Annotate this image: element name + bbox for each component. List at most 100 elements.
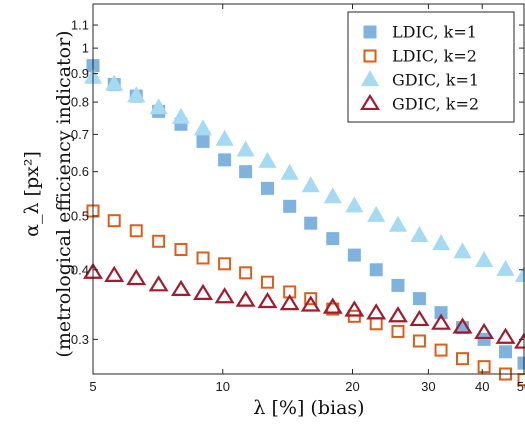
y-tick-label: 0.3 [71, 332, 89, 347]
data-point [391, 324, 405, 338]
data-point [347, 248, 361, 262]
data-point [196, 134, 210, 148]
data-point [239, 266, 253, 280]
data-point [369, 317, 383, 331]
data-point [387, 306, 408, 323]
data-point [148, 275, 169, 292]
data-point [434, 306, 448, 320]
legend-item: GDIC, k=2 [360, 93, 479, 114]
data-point [105, 74, 124, 91]
data-point [126, 268, 147, 286]
y-tick-label: 0.6 [71, 164, 89, 179]
legend-marker [360, 93, 380, 111]
data-point [127, 86, 146, 103]
series-ldic-k-2 [86, 204, 525, 387]
legend: LDIC, k=1 LDIC, k=2 GDIC, k=1 GDIC, k=2 [347, 11, 515, 123]
data-point [456, 352, 470, 366]
legend-item: GDIC, k=1 [361, 70, 479, 90]
y-tick-label: 0.9 [71, 66, 89, 81]
data-point [412, 334, 426, 348]
data-point [517, 356, 525, 370]
data-point [194, 119, 213, 136]
data-point [218, 153, 232, 167]
data-point [260, 275, 274, 289]
x-axis-title: λ [%] (bias) [253, 397, 364, 419]
data-point [499, 345, 513, 359]
data-point [388, 215, 407, 232]
data-point [452, 317, 473, 334]
data-point [345, 196, 364, 213]
data-point [260, 181, 274, 195]
data-point [300, 295, 321, 312]
x-tick-label: 10 [216, 379, 230, 394]
legend-label: GDIC, k=2 [392, 95, 479, 114]
data-point [279, 294, 300, 311]
data-point [412, 292, 426, 306]
data-point [496, 259, 515, 276]
data-point [129, 224, 143, 238]
data-point [410, 226, 429, 243]
series-gdic-k-2 [83, 262, 525, 349]
data-point [104, 265, 125, 282]
data-point [301, 176, 320, 193]
data-point [171, 279, 191, 296]
data-point [152, 234, 166, 248]
series-gdic-k-1 [84, 67, 525, 282]
data-point [495, 327, 516, 344]
data-point [367, 205, 386, 222]
data-point [236, 140, 255, 157]
x-tick-label: 30 [421, 379, 435, 394]
data-point [149, 98, 168, 115]
y-tick-label: 0.5 [71, 208, 89, 223]
data-point [283, 199, 297, 213]
data-point [474, 322, 495, 340]
plot-frame [92, 3, 525, 375]
data-point [431, 313, 452, 330]
data-point [326, 232, 340, 246]
x-tick-label: 40 [475, 379, 489, 394]
data-point [215, 129, 234, 146]
data-point [174, 242, 188, 256]
data-point [434, 343, 448, 357]
data-point [280, 163, 299, 180]
data-point [369, 263, 383, 277]
x-tick-label: 5 [89, 379, 96, 394]
data-point [107, 214, 121, 228]
legend-item: LDIC, k=1 [363, 23, 477, 42]
data-point [344, 300, 365, 317]
data-point [477, 332, 491, 346]
data-point [453, 242, 472, 259]
data-point [322, 297, 343, 314]
data-point [193, 283, 213, 300]
legend-marker [363, 49, 377, 63]
data-point [304, 216, 318, 230]
legend-label: GDIC, k=1 [392, 71, 479, 90]
data-point [214, 287, 235, 304]
data-point [477, 360, 491, 374]
data-point [409, 309, 430, 327]
y-tick-label: 0.8 [71, 95, 89, 110]
legend-label: LDIC, k=2 [392, 47, 477, 66]
data-point [475, 250, 494, 267]
y-tick-label: 1 [82, 41, 89, 56]
legend-marker [361, 70, 379, 87]
data-point [218, 257, 232, 271]
x-tick-label: 20 [345, 379, 359, 394]
y-axis-title-line1: α_λ [px²] [21, 151, 43, 237]
data-point [391, 278, 405, 292]
y-tick-label: 1.1 [71, 18, 89, 33]
y-tick-label: 0.4 [71, 262, 89, 277]
data-point [235, 290, 256, 307]
data-point [432, 234, 451, 251]
legend-label: LDIC, k=1 [392, 23, 477, 42]
y-tick-label: 0.7 [71, 127, 89, 142]
data-point [323, 187, 342, 204]
data-point [258, 151, 277, 168]
legend-item: LDIC, k=2 [363, 47, 477, 66]
data-point [239, 165, 253, 179]
data-point [366, 303, 387, 320]
legend-marker [363, 25, 377, 39]
data-point [304, 292, 318, 306]
y-axis-title-line2: (metrological efficiency indicator) [53, 30, 75, 357]
